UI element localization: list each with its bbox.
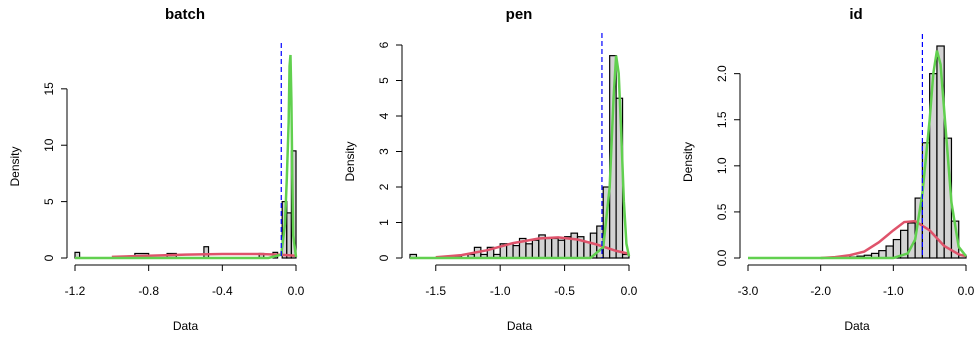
histogram-bar [531,239,540,259]
y-tick-label: 6 [377,41,391,48]
x-tick-label: -1.2 [65,284,86,298]
y-tick-label: 5 [42,198,56,205]
panel-1: pen -1.5 -1.0 -0.5 0.0 0 1 2 3 4 5 6 Data Density [343,6,638,333]
chart-title: id [849,6,862,23]
y-tick-label: 1 [377,219,391,226]
red-density-curve [111,252,297,259]
x-axis-title: Data [507,319,533,333]
histogram-bar [544,237,553,259]
y-tick-label: 15 [42,82,56,96]
x-tick-label: 0.0 [958,284,975,298]
histogram-bar [286,212,292,259]
y-axis-title: Density [681,142,695,182]
y-tick-label: 5 [377,77,391,84]
x-tick-label: -1.0 [490,284,511,298]
histogram-bar [506,243,514,259]
red-density-curve [820,219,967,260]
x-tick-label: -2.0 [810,284,831,298]
chart-title: pen [506,6,533,23]
y-tick-label: 0.5 [715,203,729,220]
green-density-curve [75,54,298,260]
y-tick-label: 3 [377,148,391,155]
chart-title: batch [165,6,205,23]
histogram-bar [512,244,521,259]
histogram-bar [583,241,591,259]
histogram-bar [557,239,566,259]
histogram-bar [525,243,533,259]
y-tick-label: 0.0 [715,249,729,266]
x-tick-label: 0.0 [621,284,638,298]
red-density-curve [435,236,630,259]
histogram-bar [551,237,559,259]
x-tick-label: -3.0 [738,284,759,298]
y-axis-title: Density [343,141,357,181]
y-tick-label: 0 [377,254,391,261]
x-tick-label: -1.0 [883,284,904,298]
x-tick-label: 0.0 [288,284,305,298]
green-density-curve [410,55,631,260]
y-tick-label: 1.5 [715,111,729,128]
x-axis-title: Data [173,319,199,333]
x-tick-label: -0.4 [212,284,233,298]
y-tick-label: 2 [377,183,391,190]
panel-2: id -3.0 -2.0 -1.0 0.0 0.0 0.5 1.0 1.5 2.0 Data Dens… [681,6,975,333]
y-axis-title: Density [8,146,22,186]
x-axis-title: Data [844,319,870,333]
histogram-bar [570,232,579,259]
histogram-bar [885,245,894,259]
histogram-bar [203,246,210,259]
x-tick-label: -1.5 [425,284,446,298]
y-tick-label: 2.0 [715,65,729,82]
y-tick-label: 0 [42,254,56,261]
x-tick-label: -0.5 [554,284,575,298]
y-tick-label: 1.0 [715,157,729,174]
y-tick-label: 10 [42,138,56,152]
x-tick-label: -0.8 [138,284,159,298]
y-tick-label: 4 [377,112,391,119]
panel-0: batch -1.2 -0.8 -0.4 0.0 0 5 10 15 Data Density [8,6,305,333]
green-density-curve [748,50,967,260]
